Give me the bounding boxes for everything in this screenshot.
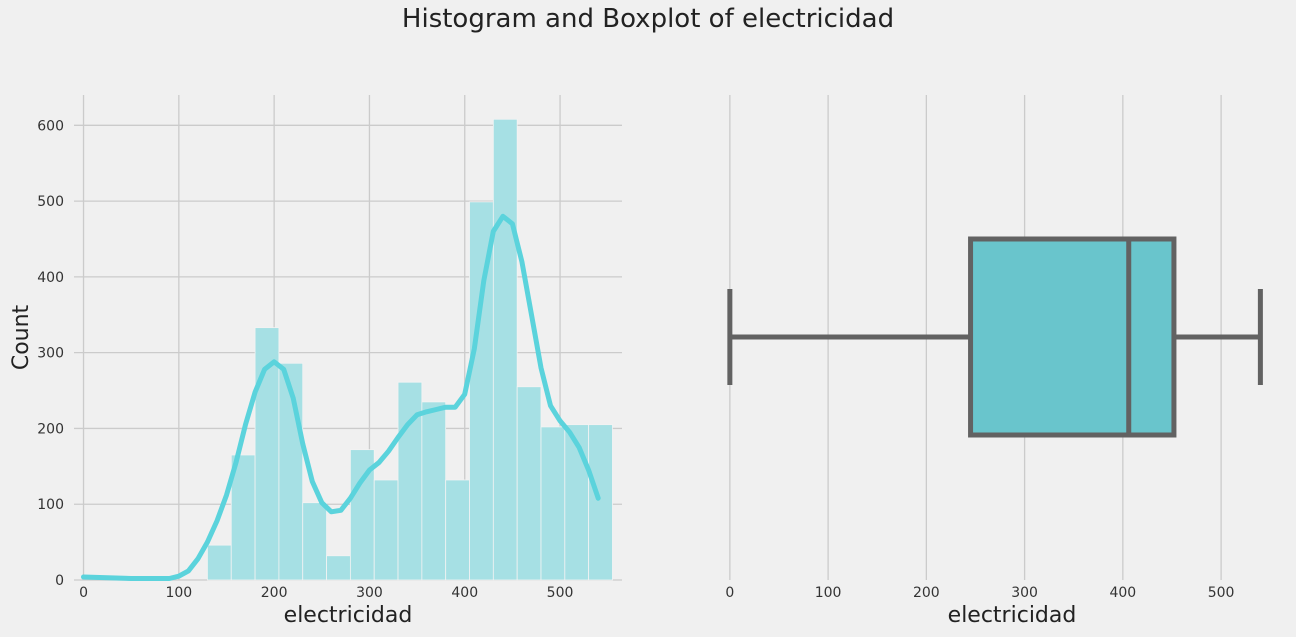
histogram-bar — [540, 426, 566, 581]
hist-y-tick-label: 600 — [37, 118, 64, 134]
box-x-tick-label: 0 — [725, 585, 734, 601]
box-x-axis-label: electricidad — [948, 603, 1077, 628]
box-x-tick-label: 200 — [913, 585, 940, 601]
histogram-bar — [373, 479, 399, 581]
hist-x-tick-label: 500 — [547, 585, 574, 601]
kde-curve — [81, 213, 601, 581]
boxplot-panel: 0 100 200 300 400 500 electricidad — [725, 95, 1263, 628]
hist-y-tick-label: 500 — [37, 194, 64, 210]
histogram-bar — [516, 386, 542, 581]
histogram-bar — [588, 424, 613, 581]
hist-x-tick-label: 0 — [79, 585, 88, 601]
hist-x-tick-label: 200 — [261, 585, 288, 601]
hist-y-tick-label: 200 — [37, 421, 64, 437]
hist-y-tick-label: 300 — [37, 346, 64, 362]
hist-x-tick-label: 400 — [451, 585, 478, 601]
histogram-bar — [207, 544, 232, 581]
box-x-tick-label: 400 — [1109, 585, 1136, 601]
histogram-bar — [445, 479, 470, 581]
hist-y-tick-label: 0 — [55, 573, 64, 589]
hist-x-tick-label: 100 — [165, 585, 192, 601]
box-x-tick-label: 300 — [1011, 585, 1038, 601]
box-x-tick-label: 100 — [815, 585, 842, 601]
figure-title: Histogram and Boxplot of electricidad — [401, 4, 895, 34]
histogram-bar — [302, 502, 327, 581]
hist-y-tick-label: 100 — [37, 497, 64, 513]
hist-x-tick-label: 300 — [356, 585, 383, 601]
hist-y-axis-label: Count — [9, 304, 34, 370]
histogram-bar — [326, 555, 351, 581]
iqr-box — [968, 236, 1177, 438]
histogram-bar — [421, 401, 447, 581]
histogram-bar — [492, 118, 518, 581]
hist-y-tick-label: 400 — [37, 270, 64, 286]
hist-x-axis-label: electricidad — [284, 603, 413, 628]
histogram-panel: 0 100 200 300 400 500 0 100 200 300 400 500 600 elect… — [9, 95, 622, 628]
box-x-tick-label: 500 — [1208, 585, 1235, 601]
